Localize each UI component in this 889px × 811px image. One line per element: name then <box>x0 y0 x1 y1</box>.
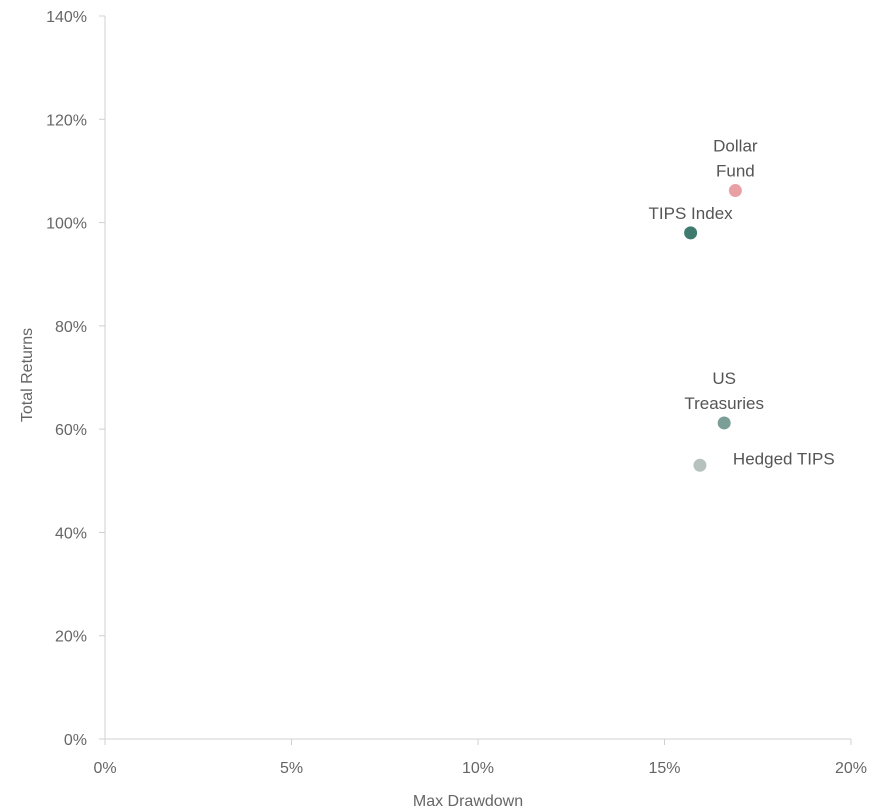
x-axis-title: Max Drawdown <box>413 793 523 810</box>
y-tick-label: 0% <box>64 732 87 749</box>
x-tick-label: 20% <box>835 760 867 777</box>
y-axis-ticks: 0% 20% 40% 60% 80% 100% 120% 140% <box>46 9 105 749</box>
y-tick-label: 40% <box>55 525 87 542</box>
data-point: TIPS Index <box>649 204 734 240</box>
point-marker <box>717 416 731 430</box>
x-tick-label: 5% <box>280 760 303 777</box>
y-tick-label: 120% <box>46 112 87 129</box>
point-label: Hedged TIPS <box>733 449 835 468</box>
point-marker <box>728 184 742 198</box>
data-point: US Treasuries <box>684 369 764 430</box>
y-tick-label: 140% <box>46 9 87 26</box>
y-tick-label: 60% <box>55 422 87 439</box>
point-marker <box>693 458 707 472</box>
point-label: TIPS Index <box>649 204 734 223</box>
point-label: Dollar <box>713 137 758 156</box>
x-axis-ticks: 0% 5% 10% 15% 20% <box>93 739 867 777</box>
y-tick-label: 100% <box>46 216 87 233</box>
x-tick-label: 10% <box>462 760 494 777</box>
point-label: Treasuries <box>684 394 764 413</box>
point-label: US <box>712 369 736 388</box>
y-tick-label: 20% <box>55 629 87 646</box>
data-point: Dollar Fund <box>713 137 758 198</box>
data-points: Dollar Fund TIPS Index US Treasuries Hedged T… <box>649 137 835 472</box>
y-tick-label: 80% <box>55 319 87 336</box>
data-point: Hedged TIPS <box>693 449 835 472</box>
x-tick-label: 0% <box>93 760 116 777</box>
point-marker <box>684 226 698 240</box>
y-axis-title: Total Returns <box>19 328 36 422</box>
point-label: Fund <box>716 162 755 181</box>
x-tick-label: 15% <box>648 760 680 777</box>
